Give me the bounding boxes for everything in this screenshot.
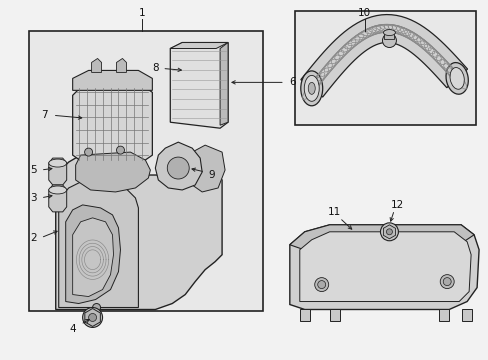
Text: 12: 12	[390, 200, 403, 210]
Circle shape	[386, 229, 392, 235]
Ellipse shape	[300, 71, 322, 106]
Polygon shape	[84, 309, 100, 327]
Text: 11: 11	[327, 207, 341, 217]
Polygon shape	[76, 152, 150, 192]
Polygon shape	[170, 42, 227, 49]
Circle shape	[84, 148, 92, 156]
Polygon shape	[73, 218, 113, 297]
Polygon shape	[170, 42, 227, 128]
Circle shape	[116, 146, 124, 154]
Circle shape	[442, 278, 450, 285]
Ellipse shape	[449, 68, 463, 89]
Ellipse shape	[445, 63, 468, 94]
Circle shape	[82, 307, 102, 328]
Text: 2: 2	[30, 233, 37, 243]
Ellipse shape	[304, 75, 319, 101]
Polygon shape	[73, 85, 152, 162]
Text: 7: 7	[41, 110, 48, 120]
Polygon shape	[65, 205, 120, 303]
Bar	[29, 31, 263, 311]
Polygon shape	[220, 42, 227, 125]
Circle shape	[88, 314, 96, 321]
Polygon shape	[56, 152, 222, 310]
Circle shape	[314, 278, 328, 292]
Text: 6: 6	[289, 77, 296, 87]
Polygon shape	[192, 145, 224, 192]
Bar	[384, 32, 394, 39]
Ellipse shape	[49, 186, 66, 194]
Text: 3: 3	[30, 193, 37, 203]
Text: 4: 4	[69, 324, 76, 334]
Text: 8: 8	[152, 63, 158, 73]
Polygon shape	[59, 182, 138, 307]
Circle shape	[439, 275, 453, 289]
Polygon shape	[289, 225, 478, 310]
Polygon shape	[49, 185, 66, 212]
Polygon shape	[73, 71, 152, 90]
Ellipse shape	[307, 82, 315, 94]
Circle shape	[382, 33, 396, 48]
Bar	[294, 11, 475, 125]
Circle shape	[317, 280, 325, 289]
Polygon shape	[329, 310, 339, 321]
Ellipse shape	[383, 30, 395, 36]
Text: 1: 1	[139, 8, 145, 18]
Polygon shape	[299, 310, 309, 321]
Circle shape	[167, 157, 189, 179]
Polygon shape	[289, 225, 473, 252]
Polygon shape	[116, 58, 126, 72]
Polygon shape	[49, 158, 66, 185]
Polygon shape	[300, 14, 467, 97]
Polygon shape	[299, 232, 470, 302]
Polygon shape	[155, 142, 202, 190]
Polygon shape	[91, 58, 102, 72]
Ellipse shape	[49, 159, 66, 167]
Text: 10: 10	[357, 8, 370, 18]
Text: 5: 5	[30, 165, 37, 175]
Polygon shape	[383, 225, 395, 239]
Text: 9: 9	[208, 170, 215, 180]
Circle shape	[92, 303, 101, 311]
Polygon shape	[461, 310, 471, 321]
Polygon shape	[438, 310, 448, 321]
Circle shape	[380, 223, 398, 241]
